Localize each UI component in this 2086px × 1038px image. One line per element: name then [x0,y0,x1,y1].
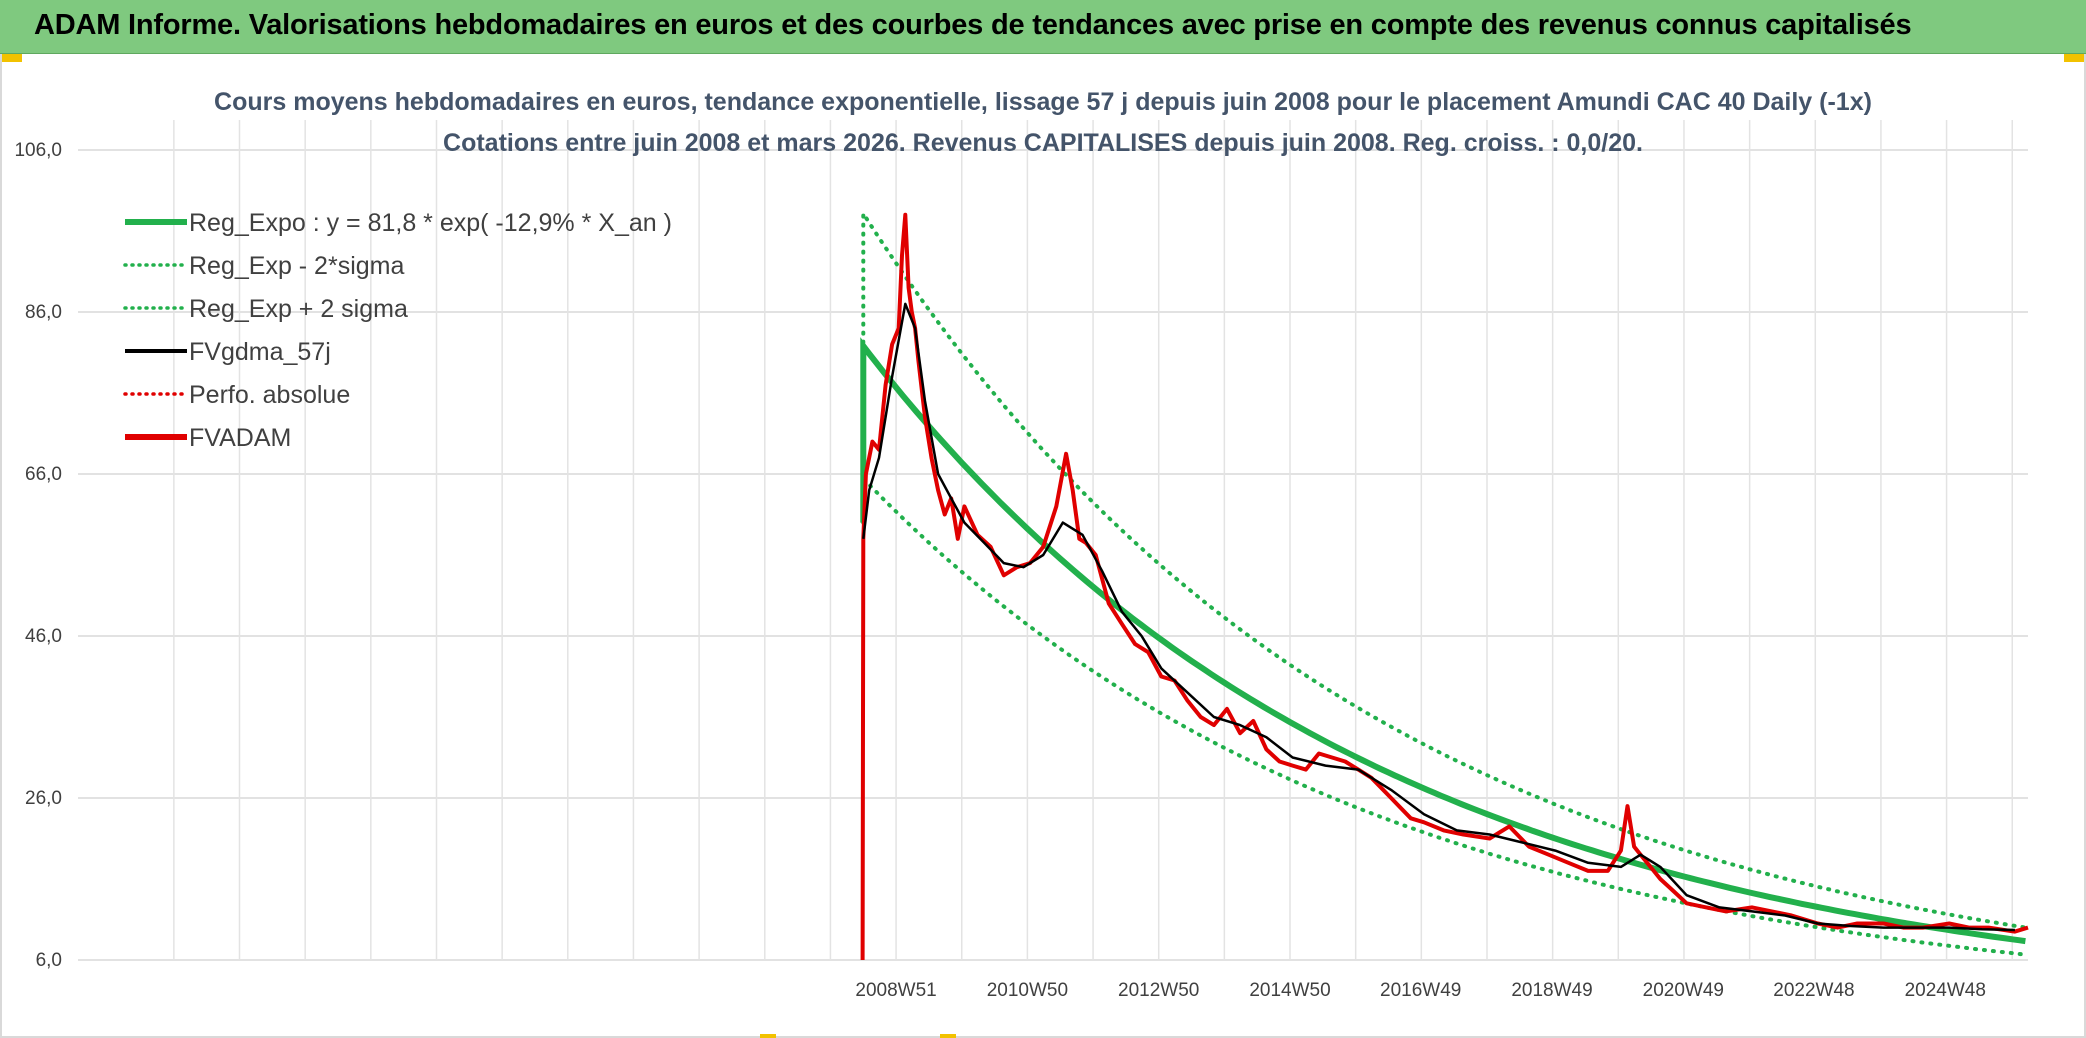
y-tick-label: 6,0 [36,950,62,971]
x-tick-label: 2010W50 [987,980,1068,1001]
legend-label: Reg_Exp - 2*sigma [189,252,404,280]
legend-label: Reg_Expo : y = 81,8 * exp( -12,9% * X_an… [189,209,672,237]
legend-label: Perfo. absolue [189,381,350,409]
y-tick-label: 46,0 [25,626,62,647]
regression-plus-2sigma-line [861,206,2028,930]
legend-label: FVADAM [189,424,291,452]
x-tick-label: 2016W49 [1380,980,1461,1001]
regression-minus-2sigma-line [861,473,2028,957]
x-tick-label: 2020W49 [1643,980,1724,1001]
corner-marker-right [2064,54,2086,62]
axes: 106,0 86,0 66,0 46,0 26,0 6,0 2008W51 2010W50 20… [14,140,1985,1001]
x-tick-label: 2024W48 [1905,980,1986,1001]
y-tick-label: 86,0 [25,302,62,323]
chart-frame [0,54,2086,1038]
x-tick-label: 2018W49 [1511,980,1592,1001]
chart-title: Cours moyens hebdomadaires en euros, ten… [214,88,1872,116]
series [860,206,2029,961]
legend: Reg_Expo : y = 81,8 * exp( -12,9% * X_an… [123,209,672,452]
y-tick-label: 106,0 [14,140,62,161]
grid [78,120,2028,961]
bottom-marker [940,1034,956,1038]
x-tick-label: 2012W50 [1118,980,1199,1001]
fvgdma-line [862,302,2015,932]
legend-label: FVgdma_57j [189,338,331,366]
fvadam-line [860,212,2029,961]
legend-label: Reg_Exp + 2 sigma [189,295,408,323]
report-banner: ADAM Informe. Valorisations hebdomadaire… [0,0,2086,54]
regression-line [860,337,2026,945]
chart-subtitle: Cotations entre juin 2008 et mars 2026. … [443,129,1643,157]
y-tick-label: 66,0 [25,464,62,485]
report-title: ADAM Informe. Valorisations hebdomadaire… [34,9,1912,41]
y-tick-label: 26,0 [25,788,62,809]
x-tick-label: 2008W51 [855,980,936,1001]
x-tick-label: 2022W48 [1773,980,1854,1001]
bottom-marker [760,1034,776,1038]
x-tick-label: 2014W50 [1249,980,1330,1001]
corner-marker-left [0,54,22,62]
